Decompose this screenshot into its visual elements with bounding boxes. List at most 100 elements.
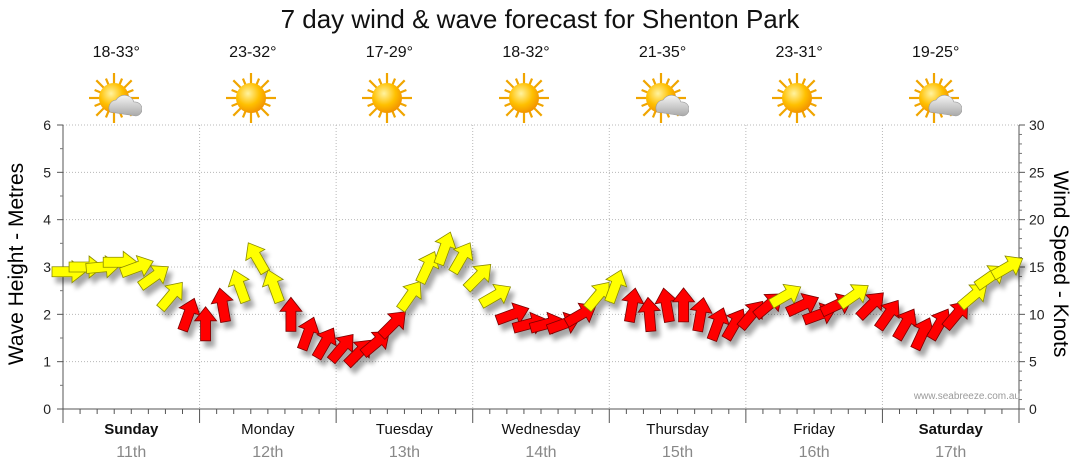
wind-arrow bbox=[396, 280, 422, 313]
sun-ray bbox=[942, 79, 953, 89]
partly-cloudy-icon bbox=[89, 73, 143, 123]
sun-ray bbox=[505, 79, 515, 89]
sun-rays bbox=[89, 73, 140, 123]
sun-ray bbox=[367, 88, 375, 94]
wind-arrow bbox=[377, 311, 406, 340]
sun-ray bbox=[391, 78, 397, 86]
wind-arrow bbox=[621, 287, 645, 323]
sun-ray bbox=[378, 78, 384, 86]
cloud-icon bbox=[928, 94, 962, 117]
day-date-label: 14th bbox=[525, 444, 557, 461]
day-temperature-range: 17-29° bbox=[365, 44, 414, 61]
sun-ray bbox=[263, 88, 271, 94]
sun-ray bbox=[528, 110, 534, 118]
sun-disc bbox=[235, 83, 266, 113]
sun-ray bbox=[105, 110, 110, 118]
day-date-label: 13th bbox=[388, 444, 420, 461]
sun-ray bbox=[505, 107, 515, 117]
sun-ray bbox=[669, 79, 680, 89]
sun-ray bbox=[105, 78, 110, 86]
sun-ray bbox=[651, 110, 657, 118]
cloud-icon bbox=[655, 94, 689, 117]
left-tick-label: 4 bbox=[43, 212, 51, 228]
day-name-label: Friday bbox=[793, 421, 835, 438]
day-date-label: 16th bbox=[798, 444, 830, 461]
wind-arrow bbox=[448, 242, 474, 276]
wind-arrow bbox=[836, 284, 869, 310]
wind-arrow bbox=[326, 333, 354, 365]
sun-ray bbox=[642, 107, 652, 117]
sun-rays bbox=[499, 73, 549, 123]
day-name-label: Sunday bbox=[104, 421, 159, 438]
sun-ray bbox=[806, 79, 816, 89]
sun-ray bbox=[241, 110, 247, 118]
day-temperature-range: 23-31° bbox=[775, 44, 823, 61]
day-date-label: 17th bbox=[935, 444, 967, 461]
wind-arrow bbox=[227, 269, 251, 305]
right-tick-label: 20 bbox=[1029, 212, 1045, 228]
sun-disc bbox=[372, 83, 403, 113]
sunny-icon bbox=[499, 73, 549, 123]
sun-ray bbox=[778, 79, 789, 89]
sun-ray bbox=[514, 78, 520, 86]
watermark: www.seabreeze.com.au bbox=[913, 391, 1020, 402]
wind-arrow bbox=[910, 317, 935, 352]
sun-ray bbox=[788, 110, 793, 118]
wind-arrow bbox=[210, 287, 234, 323]
sun-ray bbox=[232, 107, 242, 117]
sun-ray bbox=[232, 79, 242, 89]
sun-ray bbox=[806, 107, 816, 117]
wind-arrow bbox=[137, 265, 169, 291]
sun-ray bbox=[367, 102, 375, 108]
wind-arrow bbox=[494, 302, 530, 326]
sun-rays bbox=[225, 73, 276, 123]
day-name-label: Tuesday bbox=[375, 421, 433, 438]
sunny-icon bbox=[225, 73, 276, 123]
wind-arrow bbox=[785, 293, 820, 318]
sun-ray bbox=[118, 78, 124, 86]
wind-arrow bbox=[892, 308, 918, 342]
sun-ray bbox=[399, 88, 408, 94]
sun-ray bbox=[640, 88, 649, 94]
sun-disc bbox=[782, 83, 813, 113]
sun-ray bbox=[94, 88, 102, 94]
left-tick-label: 2 bbox=[43, 306, 51, 322]
sun-ray bbox=[533, 79, 543, 89]
wind-arrow bbox=[296, 316, 320, 352]
wind-arrow bbox=[637, 296, 661, 333]
sun-ray bbox=[241, 78, 247, 86]
wind-arrow bbox=[874, 299, 900, 332]
sun-ray bbox=[924, 78, 930, 86]
right-tick-label: 10 bbox=[1029, 306, 1045, 322]
day-temperature-range: 18-32° bbox=[502, 44, 550, 61]
cloud-icon bbox=[108, 94, 143, 117]
wind-arrow bbox=[359, 331, 390, 359]
sun-ray bbox=[378, 110, 384, 118]
sun-ray bbox=[801, 110, 807, 118]
left-tick-label: 5 bbox=[43, 164, 51, 180]
sun-ray bbox=[259, 79, 270, 89]
sun-ray bbox=[95, 79, 106, 89]
day-date-label: 15th bbox=[661, 444, 694, 461]
sun-ray bbox=[399, 102, 408, 108]
sun-ray bbox=[255, 78, 260, 86]
sun-ray bbox=[95, 107, 106, 117]
sun-ray bbox=[777, 102, 785, 108]
sun-ray bbox=[801, 78, 807, 86]
wind-arrow bbox=[433, 231, 457, 267]
right-tick-label: 5 bbox=[1029, 354, 1037, 370]
sun-ray bbox=[533, 107, 543, 117]
wind-arrow bbox=[245, 242, 271, 276]
wind-arrow bbox=[177, 297, 201, 333]
day-name-label: Saturday bbox=[918, 421, 983, 438]
sun-ray bbox=[368, 107, 379, 117]
sun-ray bbox=[938, 78, 943, 86]
wind-arrow bbox=[119, 255, 154, 279]
wind-arrow bbox=[855, 292, 884, 321]
sun-ray bbox=[915, 107, 925, 117]
chart-title: 7 day wind & wave forecast for Shenton P… bbox=[280, 4, 800, 34]
sun-ray bbox=[778, 107, 789, 117]
wind-arrow bbox=[941, 300, 969, 332]
day-name-label: Monday bbox=[241, 421, 295, 438]
